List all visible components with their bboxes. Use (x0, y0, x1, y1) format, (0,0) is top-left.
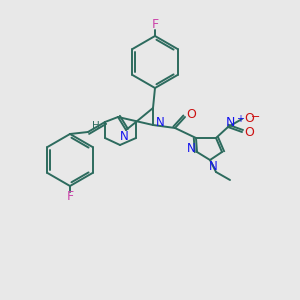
Text: O: O (244, 125, 254, 139)
Text: O: O (244, 112, 254, 125)
Text: H: H (92, 121, 100, 131)
Text: N: N (120, 130, 128, 143)
Text: +: + (236, 114, 244, 124)
Text: N: N (156, 116, 164, 128)
Text: O: O (186, 107, 196, 121)
Text: F: F (66, 190, 74, 203)
Text: −: − (251, 112, 261, 122)
Text: N: N (208, 160, 217, 172)
Text: N: N (225, 116, 235, 128)
Text: F: F (152, 19, 159, 32)
Text: N: N (187, 142, 195, 155)
